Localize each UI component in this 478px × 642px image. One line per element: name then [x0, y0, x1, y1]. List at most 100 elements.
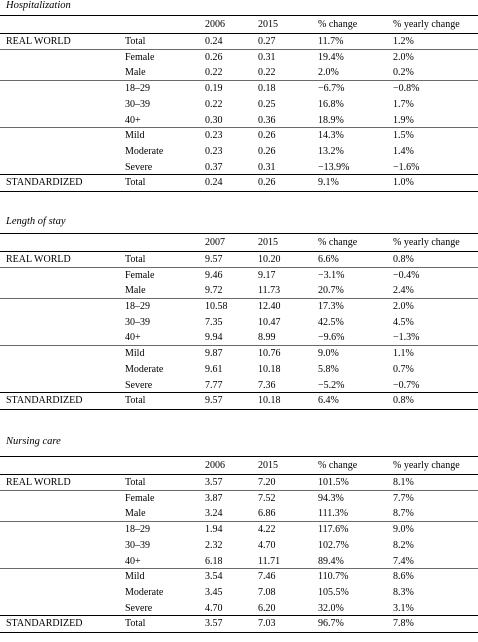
table-row: Male 3.24 6.86 111.3% 8.7%	[0, 506, 478, 522]
value-end: 0.26	[258, 130, 276, 141]
value-start: 0.26	[205, 52, 223, 63]
percent-change: 9.1%	[318, 177, 339, 188]
value-start: 0.23	[205, 130, 223, 141]
value-start: 9.87	[205, 348, 223, 359]
yearly-change: −0.8%	[393, 83, 420, 94]
table-row: Severe 4.70 6.20 32.0% 3.1%	[0, 601, 478, 617]
row-label: 18–29	[125, 524, 150, 535]
table-row: 40+ 9.94 8.99 −9.6% −1.3%	[0, 330, 478, 346]
section-title: Nursing care	[6, 436, 61, 447]
value-end: 0.26	[258, 146, 276, 157]
percent-change: 117.6%	[318, 524, 349, 535]
table-header-row: 2006 2015 % change % yearly change	[0, 16, 478, 32]
header-year-start: 2006	[205, 460, 225, 471]
row-label: Total	[125, 254, 146, 265]
value-end: 10.20	[258, 254, 281, 265]
group-label: REAL WORLD	[6, 254, 71, 265]
header-yearly-change: % yearly change	[393, 237, 460, 248]
value-end: 0.26	[258, 177, 276, 188]
header-year-end: 2015	[258, 460, 278, 471]
table-row: Male 9.72 11.73 20.7% 2.4%	[0, 283, 478, 299]
percent-change: 14.3%	[318, 130, 344, 141]
table-bottom-rule	[0, 191, 478, 192]
table-top-rule	[0, 233, 478, 234]
table-row: 30–39 0.22 0.25 16.8% 1.7%	[0, 97, 478, 113]
table-row: 40+ 6.18 11.71 89.4% 7.4%	[0, 554, 478, 570]
block-rule	[0, 521, 478, 522]
table-row: REAL WORLD Total 9.57 10.20 6.6% 0.8%	[0, 252, 478, 268]
group-label: STANDARDIZED	[6, 618, 83, 629]
table-row: 18–29 0.19 0.18 −6.7% −0.8%	[0, 81, 478, 97]
block-rule	[0, 298, 478, 299]
group-label: REAL WORLD	[6, 36, 71, 47]
header-year-end: 2015	[258, 19, 278, 30]
row-label: 30–39	[125, 317, 150, 328]
value-start: 1.94	[205, 524, 223, 535]
row-label: Severe	[125, 162, 153, 173]
percent-change: −3.1%	[318, 270, 345, 281]
group-label: REAL WORLD	[6, 477, 71, 488]
row-label: Mild	[125, 571, 145, 582]
yearly-change: 7.8%	[393, 618, 414, 629]
value-end: 0.25	[258, 99, 276, 110]
yearly-change: 0.2%	[393, 67, 414, 78]
percent-change: 110.7%	[318, 571, 349, 582]
block-rule	[0, 49, 478, 50]
row-label: Female	[125, 270, 155, 281]
block-rule	[0, 345, 478, 346]
group-rule	[0, 392, 478, 393]
block-rule	[0, 568, 478, 569]
block-rule	[0, 490, 478, 491]
value-start: 7.77	[205, 380, 223, 391]
value-start: 9.46	[205, 270, 223, 281]
value-start: 3.87	[205, 493, 223, 504]
percent-change: 6.4%	[318, 395, 339, 406]
percent-change: −6.7%	[318, 83, 345, 94]
header-rule	[0, 474, 478, 475]
value-end: 0.31	[258, 52, 276, 63]
row-label: 40+	[125, 115, 141, 126]
header-year-start: 2007	[205, 237, 225, 248]
yearly-change: 1.7%	[393, 99, 414, 110]
value-end: 8.99	[258, 332, 276, 343]
table-row: REAL WORLD Total 0.24 0.27 11.7% 1.2%	[0, 34, 478, 50]
yearly-change: 8.6%	[393, 571, 414, 582]
percent-change: 96.7%	[318, 618, 344, 629]
value-end: 11.73	[258, 285, 281, 296]
table-row: Mild 3.54 7.46 110.7% 8.6%	[0, 569, 478, 585]
percent-change: 11.7%	[318, 36, 344, 47]
row-label: Total	[125, 618, 146, 629]
table-row: STANDARDIZED Total 0.24 0.26 9.1% 1.0%	[0, 175, 478, 191]
yearly-change: −0.4%	[393, 270, 420, 281]
value-start: 4.70	[205, 603, 223, 614]
percent-change: −13.9%	[318, 162, 350, 173]
header-year-start: 2006	[205, 19, 225, 30]
row-label: Male	[125, 285, 146, 296]
table-row: Mild 9.87 10.76 9.0% 1.1%	[0, 346, 478, 362]
row-label: Severe	[125, 380, 153, 391]
table-row: STANDARDIZED Total 9.57 10.18 6.4% 0.8%	[0, 393, 478, 409]
value-start: 0.22	[205, 99, 223, 110]
table-top-rule	[0, 456, 478, 457]
yearly-change: 1.5%	[393, 130, 414, 141]
yearly-change: 3.1%	[393, 603, 414, 614]
percent-change: 13.2%	[318, 146, 344, 157]
row-label: Female	[125, 52, 155, 63]
percent-change: −9.6%	[318, 332, 345, 343]
header-yearly-change: % yearly change	[393, 19, 460, 30]
percent-change: 19.4%	[318, 52, 344, 63]
yearly-change: 1.9%	[393, 115, 414, 126]
percent-change: 17.3%	[318, 301, 344, 312]
percent-change: 5.8%	[318, 364, 339, 375]
value-end: 10.18	[258, 395, 281, 406]
value-start: 0.24	[205, 177, 223, 188]
row-label: Moderate	[125, 587, 164, 598]
value-end: 0.36	[258, 115, 276, 126]
section-title: Hospitalization	[6, 0, 71, 11]
header-rule	[0, 33, 478, 34]
value-start: 3.57	[205, 477, 223, 488]
percent-change: 20.7%	[318, 285, 344, 296]
percent-change: 18.9%	[318, 115, 344, 126]
table-row: Female 0.26 0.31 19.4% 2.0%	[0, 50, 478, 66]
row-label: Male	[125, 508, 146, 519]
